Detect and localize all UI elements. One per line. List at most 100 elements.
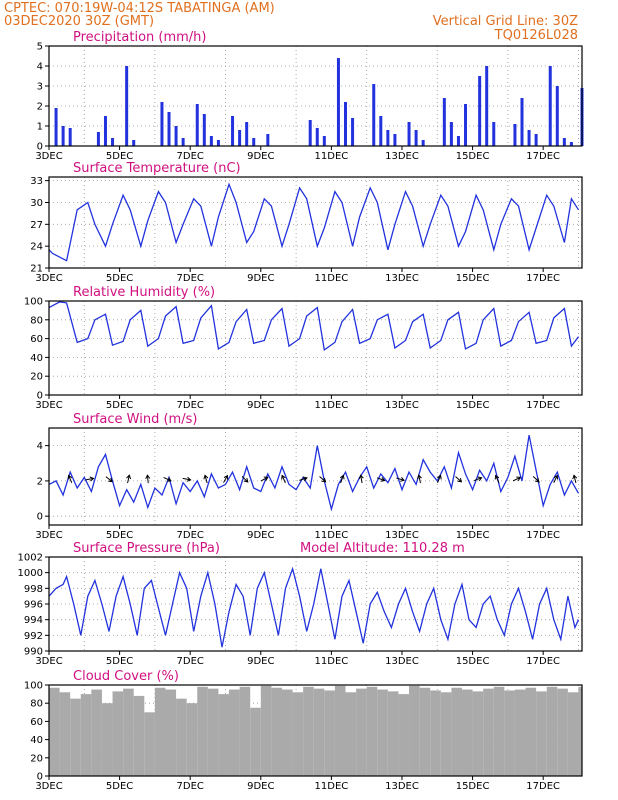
- cloud-bar: [70, 698, 81, 776]
- panel-6: 0 20 40 60 80 100 3DEC 5DEC 7DEC 9DEC 11DEC 13DEC 15…: [24, 669, 583, 792]
- cloud-bar: [461, 689, 473, 776]
- precip-bar: [386, 130, 390, 146]
- precip-bar: [111, 138, 115, 146]
- xtick-label: 3DEC: [35, 400, 62, 411]
- ytick-label: 33: [30, 176, 43, 187]
- xtick-label: 17DEC: [526, 151, 560, 162]
- precip-bar: [372, 84, 376, 146]
- series-line: [48, 434, 580, 512]
- precip-bar: [492, 122, 496, 146]
- cloud-bar: [567, 692, 579, 776]
- cloud-bar: [483, 688, 494, 776]
- wind-arrow-head: [108, 477, 113, 483]
- xtick-label: 9DEC: [247, 273, 274, 284]
- precip-bar: [344, 102, 348, 146]
- panel-title: Surface Wind (m/s): [73, 412, 197, 427]
- precip-bar: [485, 66, 489, 146]
- panel-1: 0 1 2 3 4 5 3DEC 5DEC 7DEC 9DEC 11DEC 13DEC 15DEC 17D…: [35, 30, 584, 162]
- cloud-bar: [409, 685, 420, 776]
- wind-arrow: [455, 476, 462, 483]
- panel-frame: [48, 684, 583, 777]
- wind-arrow-head: [457, 477, 463, 483]
- precip-bar: [322, 136, 326, 146]
- wind-arrow: [573, 475, 577, 484]
- cloud-bar: [123, 688, 134, 776]
- cloud-bar: [557, 688, 568, 776]
- cloud-bar: [451, 687, 462, 776]
- precip-bar: [231, 116, 235, 146]
- panel-frame: [48, 45, 583, 147]
- wind-arrow-head: [166, 477, 172, 482]
- precip-bar: [351, 118, 355, 146]
- precip-bar: [238, 130, 242, 146]
- xtick-label: 5DEC: [106, 530, 133, 541]
- xtick-label: 15DEC: [456, 273, 490, 284]
- panel-4: 0 2 4 3DEC 5DEC 7DEC 9DEC 11DEC 13DEC 15DEC 17DEC S…: [35, 412, 583, 541]
- cloud-bar: [271, 687, 282, 776]
- wind-arrow-head: [302, 476, 308, 482]
- precip-bar: [61, 126, 65, 146]
- ytick-label: 994: [24, 615, 43, 626]
- panel-title: Cloud Cover (%): [73, 669, 179, 684]
- series-line: [48, 566, 580, 648]
- cloud-bar: [324, 690, 335, 776]
- panel-title: Surface Temperature (nC): [73, 161, 241, 176]
- cloud-bar: [154, 687, 166, 776]
- cloud-bar: [186, 703, 198, 776]
- panel-frame: [48, 556, 583, 652]
- precip-bar: [132, 140, 136, 146]
- wind-arrow-head: [553, 474, 559, 480]
- panel-title: Precipitation (mm/h): [73, 30, 206, 45]
- cloud-bar: [144, 712, 155, 776]
- xtick-label: 7DEC: [177, 400, 204, 411]
- precip-bar: [414, 130, 418, 146]
- wind-arrow: [532, 476, 540, 483]
- cloud-bar: [49, 687, 60, 776]
- wind-arrow: [376, 477, 385, 481]
- panel-frame: [48, 427, 583, 526]
- precip-bar: [407, 122, 411, 146]
- wind-arrow: [85, 477, 94, 481]
- precip-bar: [252, 138, 256, 146]
- wind-arrow: [223, 475, 228, 483]
- wind-arrow-head: [281, 474, 286, 480]
- cloud-bar: [91, 689, 102, 776]
- xtick-label: 13DEC: [385, 151, 419, 162]
- xtick-label: 13DEC: [385, 530, 419, 541]
- wind-arrow: [396, 477, 405, 481]
- panel-title: Relative Humidity (%): [73, 285, 215, 300]
- wind-arrow: [260, 476, 269, 482]
- ytick-label: 0: [37, 142, 43, 153]
- wind-arrow-head: [243, 477, 249, 483]
- cloud-bar: [514, 689, 526, 776]
- wind-arrow: [68, 475, 73, 484]
- precip-bar: [181, 138, 185, 146]
- wind-arrow-head: [494, 474, 500, 480]
- wind-arrow: [163, 476, 172, 482]
- precip-bar: [513, 124, 517, 146]
- cloud-bar: [504, 690, 515, 776]
- xtick-label: 5DEC: [106, 151, 133, 162]
- xtick-label: 7DEC: [177, 273, 204, 284]
- xtick-label: 15DEC: [456, 400, 490, 411]
- wind-arrow-head: [339, 474, 345, 480]
- header-model: TQ0126L028: [494, 28, 578, 43]
- cloud-bar: [101, 703, 113, 776]
- ytick-label: 100: [24, 297, 43, 308]
- xtick-label: 7DEC: [177, 656, 204, 667]
- panels: 0 1 2 3 4 5 3DEC 5DEC 7DEC 9DEC 11DEC 13DEC 15DEC 17D…: [18, 30, 584, 792]
- precip-bar: [393, 134, 397, 146]
- ytick-label: 2: [37, 476, 43, 487]
- cloud-bar: [260, 685, 272, 776]
- wind-arrow: [281, 475, 286, 483]
- cloud-bar: [536, 691, 547, 776]
- precip-bar: [464, 104, 468, 146]
- wind-arrow-head: [572, 474, 578, 480]
- ytick-label: 21: [30, 264, 43, 275]
- cloud-bar: [472, 691, 484, 776]
- precip-bar: [478, 76, 482, 146]
- xtick-label: 5DEC: [106, 273, 133, 284]
- cloud-bar: [133, 695, 145, 776]
- wind-arrow: [553, 475, 558, 483]
